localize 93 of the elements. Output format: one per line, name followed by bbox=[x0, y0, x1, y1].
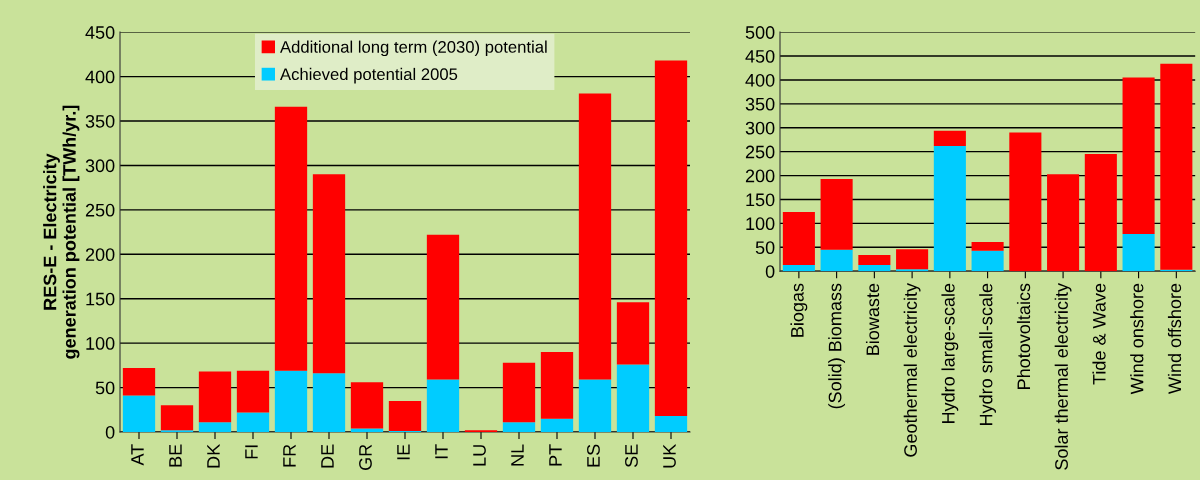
bar bbox=[616, 364, 650, 432]
bar bbox=[971, 242, 1004, 251]
y-tick-label: 0 bbox=[105, 425, 115, 439]
x-tick-label: UK bbox=[663, 444, 676, 468]
y-tick-label: 400 bbox=[745, 73, 775, 87]
bar bbox=[933, 130, 966, 146]
y-tick-label: 0 bbox=[765, 265, 775, 278]
y-tick-label: 200 bbox=[745, 169, 775, 183]
x-tick-label: IT bbox=[435, 444, 448, 459]
x-tick-label: SE bbox=[625, 444, 638, 468]
bar bbox=[274, 106, 308, 371]
bar bbox=[1047, 174, 1080, 272]
bar bbox=[350, 382, 384, 429]
bar bbox=[1122, 233, 1155, 272]
bar bbox=[312, 373, 346, 432]
bar bbox=[1122, 77, 1155, 234]
x-tick-label: BE bbox=[169, 444, 182, 467]
x-tick-label: Solar thermal electricity bbox=[1054, 283, 1072, 470]
bar bbox=[540, 352, 574, 419]
bar bbox=[198, 422, 232, 432]
x-tick-label: PT bbox=[549, 444, 562, 466]
x-tick-label: IE bbox=[397, 444, 410, 460]
x-tick-label: DK bbox=[207, 444, 220, 468]
x-tick-label: Wind onshore bbox=[1130, 283, 1144, 395]
x-tick-label: ES bbox=[587, 444, 600, 467]
bar bbox=[858, 254, 891, 265]
x-tick-label: LU bbox=[473, 445, 486, 466]
bar bbox=[782, 264, 815, 272]
y-tick-label: 50 bbox=[755, 241, 775, 255]
bar bbox=[654, 60, 688, 417]
y-tick-label: 350 bbox=[85, 114, 115, 128]
x-tick-label: NL bbox=[511, 444, 524, 466]
bar bbox=[654, 416, 688, 432]
bar bbox=[1160, 63, 1193, 270]
x-tick-label: Biogas bbox=[790, 283, 808, 337]
y-axis-title: RES-E - Electricity generation potential [TWh/yr.] bbox=[43, 105, 80, 359]
y-tick-label: 400 bbox=[85, 70, 115, 84]
x-tick-label: Wind offshore bbox=[1167, 283, 1182, 394]
y-tick-label: 250 bbox=[745, 145, 775, 159]
bar bbox=[426, 234, 460, 380]
x-tick-label: Photovoltaics bbox=[1016, 283, 1031, 389]
y-tick-label: 250 bbox=[85, 203, 115, 217]
y-tick-label: 100 bbox=[86, 337, 115, 350]
bar bbox=[122, 395, 156, 432]
bar bbox=[1084, 154, 1117, 272]
bar bbox=[933, 145, 966, 272]
bar bbox=[782, 211, 815, 265]
bar bbox=[858, 264, 891, 272]
x-tick-label: AT bbox=[131, 444, 144, 466]
y-tick-label: 50 bbox=[95, 381, 115, 395]
y-tick-label: 300 bbox=[85, 159, 115, 173]
bar bbox=[122, 368, 156, 396]
bar bbox=[388, 400, 422, 432]
bar bbox=[578, 93, 612, 380]
y-tick-label: 150 bbox=[746, 193, 775, 207]
x-tick-label: Geothermal electricity bbox=[903, 283, 921, 457]
x-tick-label: FI bbox=[245, 445, 258, 459]
bar bbox=[502, 422, 536, 432]
x-tick-label: Tide & Wave bbox=[1092, 283, 1106, 385]
bar bbox=[160, 405, 194, 431]
bar bbox=[236, 412, 270, 432]
x-tick-label: DE bbox=[321, 444, 334, 468]
x-tick-label: Hydro small-scale bbox=[979, 283, 997, 425]
x-tick-label: GR bbox=[359, 444, 372, 470]
bar bbox=[820, 249, 853, 272]
x-tick-label: Biowaste bbox=[865, 283, 880, 355]
x-tick-label: FR bbox=[283, 444, 296, 467]
y-tick-label: 450 bbox=[85, 26, 115, 39]
bar bbox=[971, 250, 1004, 272]
y-tick-label: 100 bbox=[746, 217, 775, 231]
bar bbox=[896, 249, 929, 270]
bar bbox=[274, 370, 308, 432]
legend-label: Additional long term (2030) potential bbox=[280, 40, 547, 57]
bar bbox=[502, 362, 536, 423]
y-tick-label: 500 bbox=[745, 26, 775, 39]
y-tick-label: 200 bbox=[85, 248, 115, 262]
bar bbox=[312, 174, 346, 374]
bar bbox=[350, 428, 384, 432]
legend-label: Achieved potential 2005 bbox=[280, 67, 458, 84]
y-tick-label: 150 bbox=[86, 292, 115, 306]
y-tick-label: 450 bbox=[745, 50, 775, 63]
bar bbox=[198, 371, 232, 423]
bar bbox=[578, 379, 612, 432]
bar bbox=[820, 178, 853, 250]
bar bbox=[540, 418, 574, 432]
bar bbox=[616, 302, 650, 365]
x-tick-label: Hydro large-scale bbox=[941, 283, 959, 424]
bar bbox=[1009, 132, 1042, 272]
bar bbox=[236, 370, 270, 413]
bar bbox=[426, 379, 460, 432]
y-tick-label: 350 bbox=[745, 97, 775, 111]
x-tick-label: (Solid) Biomass bbox=[828, 283, 846, 409]
y-tick-label: 300 bbox=[745, 121, 775, 135]
